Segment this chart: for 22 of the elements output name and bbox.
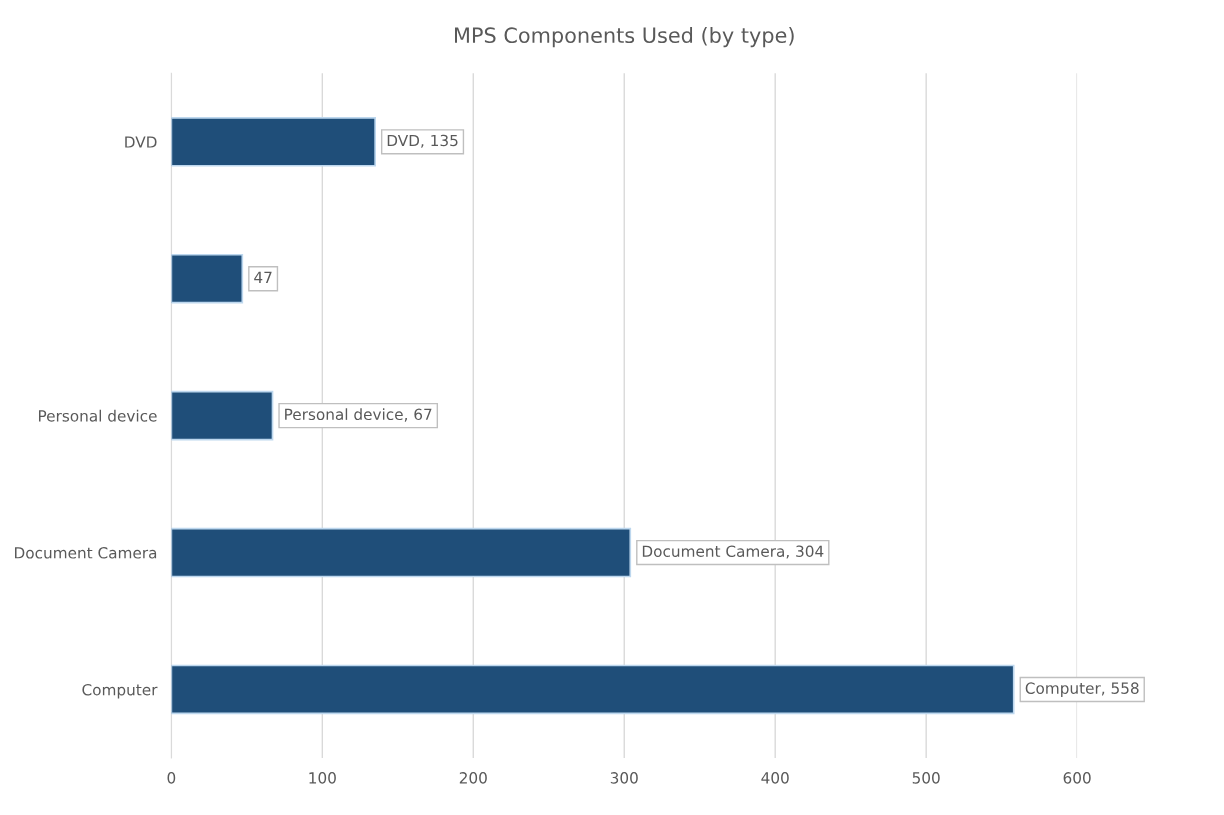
x-tick-label: 500	[912, 772, 940, 784]
x-tick-label: 0	[167, 772, 176, 784]
data-label: Computer, 558	[1025, 682, 1139, 697]
x-tick-label: 400	[761, 772, 789, 784]
data-label: Personal device, 67	[285, 408, 432, 422]
x-tick-label: 200	[459, 772, 487, 784]
bar	[171, 117, 376, 167]
bar	[171, 527, 632, 578]
bar	[171, 390, 274, 441]
y-tick-label: DVD	[125, 136, 157, 148]
data-label: DVD, 135	[387, 134, 458, 148]
y-tick-label: Computer	[82, 683, 158, 699]
bar	[171, 664, 1015, 715]
x-tick-label: 600	[1063, 772, 1091, 784]
y-tick-label: Personal device	[38, 409, 157, 422]
x-tick-label: 100	[309, 772, 336, 784]
data-label: 47	[254, 271, 272, 283]
chart-title: MPS Components Used (by type)	[455, 26, 794, 48]
y-tick-label: Document Camera	[15, 547, 157, 559]
data-label: Document Camera, 304	[642, 545, 824, 559]
bar	[171, 253, 244, 304]
x-tick-label: 300	[610, 772, 638, 784]
